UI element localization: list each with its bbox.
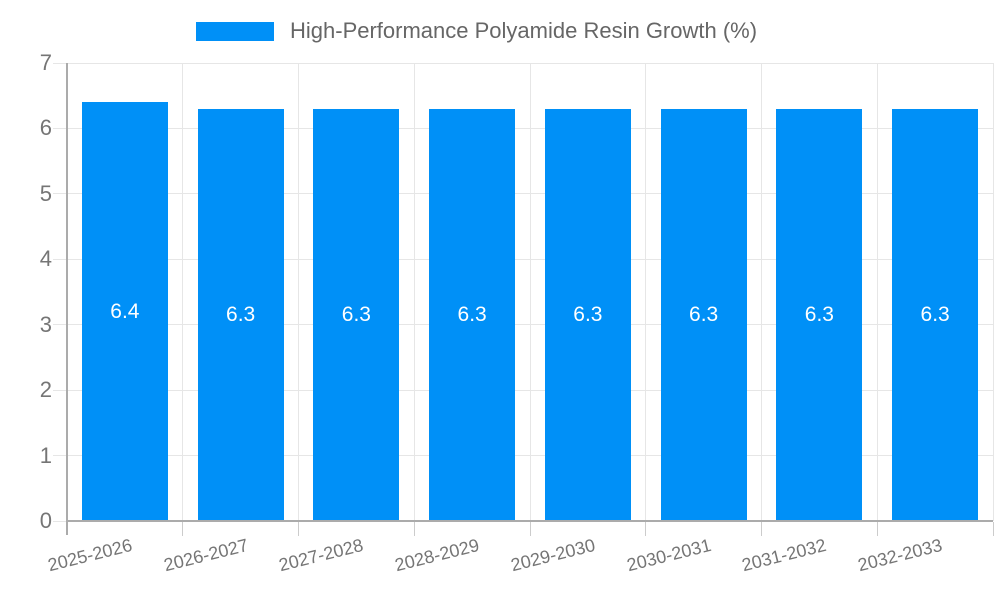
x-gridline [413,63,415,521]
x-tick [876,522,878,536]
x-gridline [645,63,647,521]
y-axis-tick-label: 4 [39,246,52,272]
y-axis-tick-label: 3 [39,311,52,337]
bar[interactable] [892,108,979,521]
y-gridline [53,258,993,260]
x-gridline [761,63,762,521]
x-axis-tick-label: 2025-2026 [45,534,134,576]
bar-value-label: 6.3 [341,302,371,326]
bar[interactable] [81,102,168,521]
x-tick [992,522,994,536]
x-axis-tick-label: 2029-2030 [508,534,597,576]
bar[interactable] [197,108,284,521]
x-tick [413,522,415,536]
y-axis-line [66,63,68,535]
x-axis-tick-label: 2032-2033 [855,534,945,576]
x-gridline [529,63,531,521]
y-axis-tick-label: 0 [39,508,52,533]
legend-swatch[interactable] [196,21,274,41]
bar-value-label: 6.3 [457,302,487,326]
y-gridline [53,127,993,129]
bar-value-label: 6.3 [804,302,834,326]
x-axis-tick-label: 2026-2027 [161,534,250,576]
x-axis-tick-label: 2028-2029 [392,534,482,576]
x-tick [182,522,184,536]
y-axis-tick-label: 6 [39,115,52,141]
x-gridline [992,63,994,521]
bar[interactable] [429,108,516,521]
x-gridline [298,63,299,521]
y-gridline [53,455,993,457]
y-gridline [53,324,993,326]
y-axis-tick-label: 2 [39,377,52,403]
y-axis-tick-label: 1 [39,442,52,468]
y-axis-tick-label: 5 [39,180,52,206]
y-gridline [53,62,993,64]
y-gridline [53,389,993,391]
x-axis-tick-label: 2030-2031 [624,534,713,576]
y-axis-tick-label: 7 [39,50,52,75]
y-gridline [53,193,993,195]
bar-value-label: 6.3 [226,302,256,326]
x-gridline [876,63,878,521]
x-axis-tick-label: 2027-2028 [277,534,366,576]
x-axis-tick-label: 2031-2032 [740,534,829,576]
x-tick [761,522,762,536]
legend-label[interactable]: High-Performance Polyamide Resin Growth … [290,18,758,43]
bar[interactable] [544,108,631,521]
x-gridline [182,63,184,521]
x-tick [298,522,299,536]
bar-value-label: 6.3 [573,302,603,326]
x-tick [529,522,531,536]
bar-value-label: 6.4 [110,299,140,323]
x-tick [645,522,647,536]
legend: High-Performance Polyamide Resin Growth … [196,16,757,46]
bar-value-label: 6.3 [689,302,719,326]
bar-value-label: 6.3 [920,302,950,326]
bar[interactable] [660,108,747,521]
x-axis-line [66,520,993,522]
bar[interactable] [313,108,400,521]
bar[interactable] [776,108,863,521]
